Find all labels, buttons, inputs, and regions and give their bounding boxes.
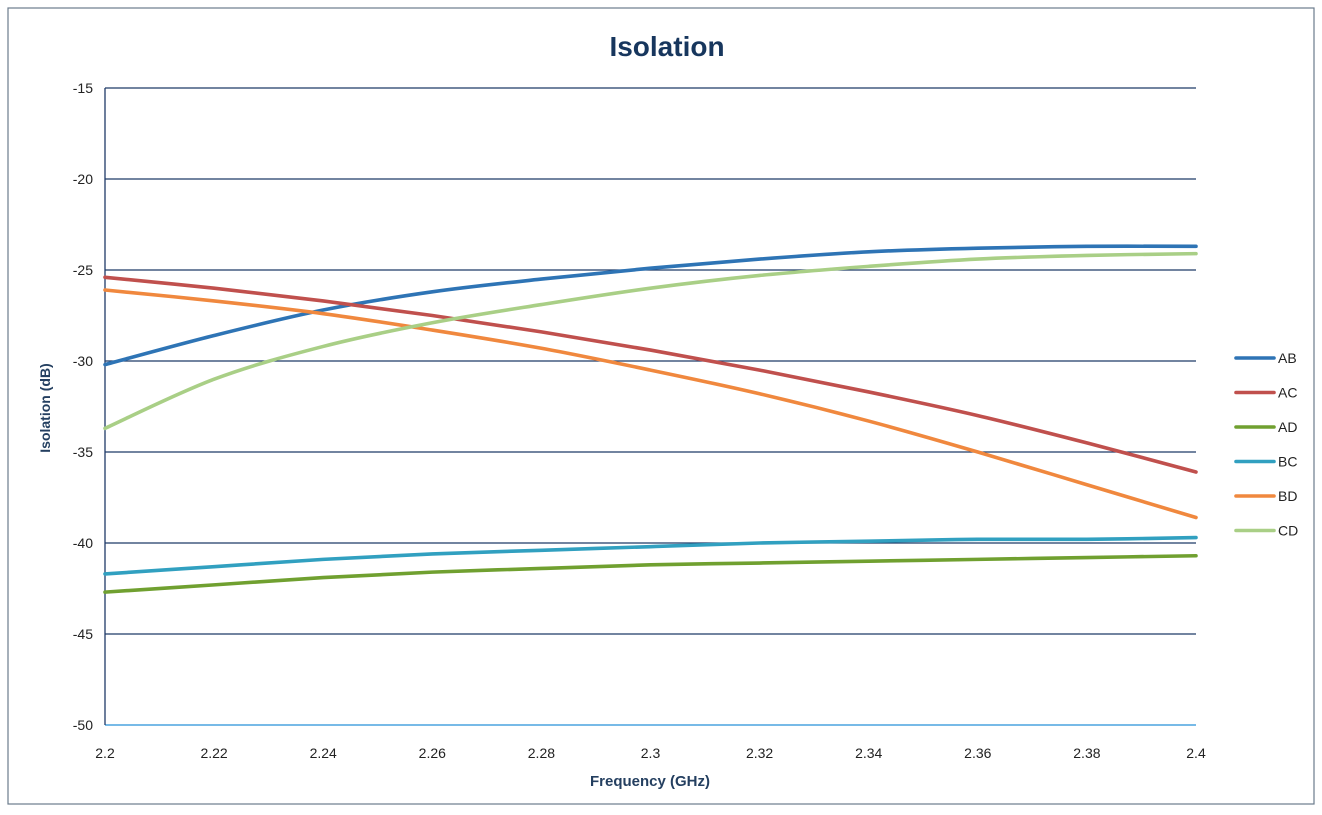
legend-label-bc: BC xyxy=(1278,454,1297,470)
x-tick-label: 2.32 xyxy=(746,745,773,761)
series-line-ad xyxy=(103,553,1198,594)
series-layer xyxy=(103,244,1198,594)
legend-label-ad: AD xyxy=(1278,419,1297,435)
y-tick-label: -30 xyxy=(73,353,93,369)
legend: AB AC AD BC BD CD xyxy=(1234,350,1298,539)
y-tick-label: -25 xyxy=(73,262,93,278)
y-tick-label: -45 xyxy=(73,626,93,642)
legend-label-bd: BD xyxy=(1278,488,1297,504)
chart-title: Isolation xyxy=(609,31,724,62)
chart-border xyxy=(7,7,1315,805)
legend-label-ac: AC xyxy=(1278,385,1297,401)
x-tick-label: 2.26 xyxy=(419,745,446,761)
x-tick-label: 2.28 xyxy=(528,745,555,761)
x-tick-label: 2.34 xyxy=(855,745,882,761)
y-tick-label: -50 xyxy=(73,717,93,733)
y-tick-label: -20 xyxy=(73,171,93,187)
x-axis-label: Frequency (GHz) xyxy=(590,773,710,790)
x-tick-label: 2.36 xyxy=(964,745,991,761)
series-line-ab xyxy=(103,244,1198,367)
y-tick-label: -40 xyxy=(73,535,93,551)
y-tick-label: -35 xyxy=(73,444,93,460)
x-tick-label: 2.4 xyxy=(1186,745,1206,761)
x-tick-label: 2.24 xyxy=(310,745,337,761)
x-tick-label: 2.38 xyxy=(1073,745,1100,761)
legend-label-ab: AB xyxy=(1278,350,1297,366)
tick-layer: -15 -20 -25 -30 -35 -40 -45 -502.2 2.22 2.24 2.26 2… xyxy=(73,80,1206,761)
x-tick-label: 2.3 xyxy=(641,745,661,761)
grid-layer xyxy=(105,87,1196,726)
y-axis-label: Isolation (dB) xyxy=(37,363,53,452)
y-tick-label: -15 xyxy=(73,80,93,96)
x-tick-label: 2.2 xyxy=(95,745,115,761)
legend-label-cd: CD xyxy=(1278,523,1298,539)
series-line-bc xyxy=(103,535,1198,576)
series-line-cd xyxy=(103,251,1198,431)
series-line-bd xyxy=(103,288,1198,520)
series-line-ac xyxy=(103,275,1198,474)
x-tick-label: 2.22 xyxy=(200,745,227,761)
